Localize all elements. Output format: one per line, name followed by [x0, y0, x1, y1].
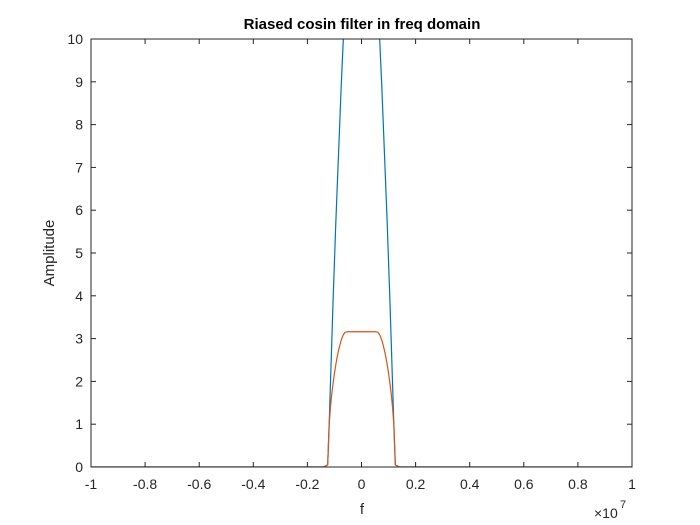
- y-tick-label: 4: [75, 288, 83, 304]
- x-tick-label: 0.6: [514, 476, 534, 492]
- y-axis-label: Amplitude: [41, 220, 58, 287]
- x-axis-label: f: [360, 501, 365, 518]
- series-line-2: [91, 331, 632, 467]
- y-tick-label: 9: [75, 74, 83, 90]
- y-axis-ticks: 0 1 2 3 4 5 6 7 8 9 10: [67, 31, 632, 475]
- y-tick-label: 5: [75, 245, 83, 261]
- x-tick-label: 0.2: [406, 476, 426, 492]
- x-tick-label: 0.4: [460, 476, 480, 492]
- x-axis-exponent-base: ×10: [594, 505, 618, 521]
- y-tick-label: 1: [75, 416, 83, 432]
- series-line-1: [91, 39, 632, 467]
- series-layer: [91, 39, 632, 467]
- plot-area: [91, 39, 632, 467]
- y-tick-label: 8: [75, 117, 83, 133]
- x-tick-label: 1: [628, 476, 636, 492]
- y-tick-label: 0: [75, 459, 83, 475]
- y-tick-label: 3: [75, 331, 83, 347]
- x-tick-label: -1: [85, 476, 98, 492]
- x-tick-label: 0.8: [568, 476, 588, 492]
- y-tick-label: 10: [67, 31, 83, 47]
- x-tick-label: 0: [358, 476, 366, 492]
- x-tick-label: -0.4: [241, 476, 265, 492]
- y-tick-label: 2: [75, 373, 83, 389]
- x-tick-label: -0.6: [187, 476, 211, 492]
- y-tick-label: 7: [75, 159, 83, 175]
- x-tick-label: -0.2: [295, 476, 319, 492]
- x-axis-exponent-power: 7: [620, 499, 626, 511]
- chart-title: Riased cosin filter in freq domain: [244, 16, 481, 33]
- x-axis-ticks: -1 -0.8 -0.6 -0.4 -0.2 0 0.2 0.4 0.6 0.8 1: [85, 39, 636, 492]
- y-tick-label: 6: [75, 202, 83, 218]
- x-tick-label: -0.8: [133, 476, 157, 492]
